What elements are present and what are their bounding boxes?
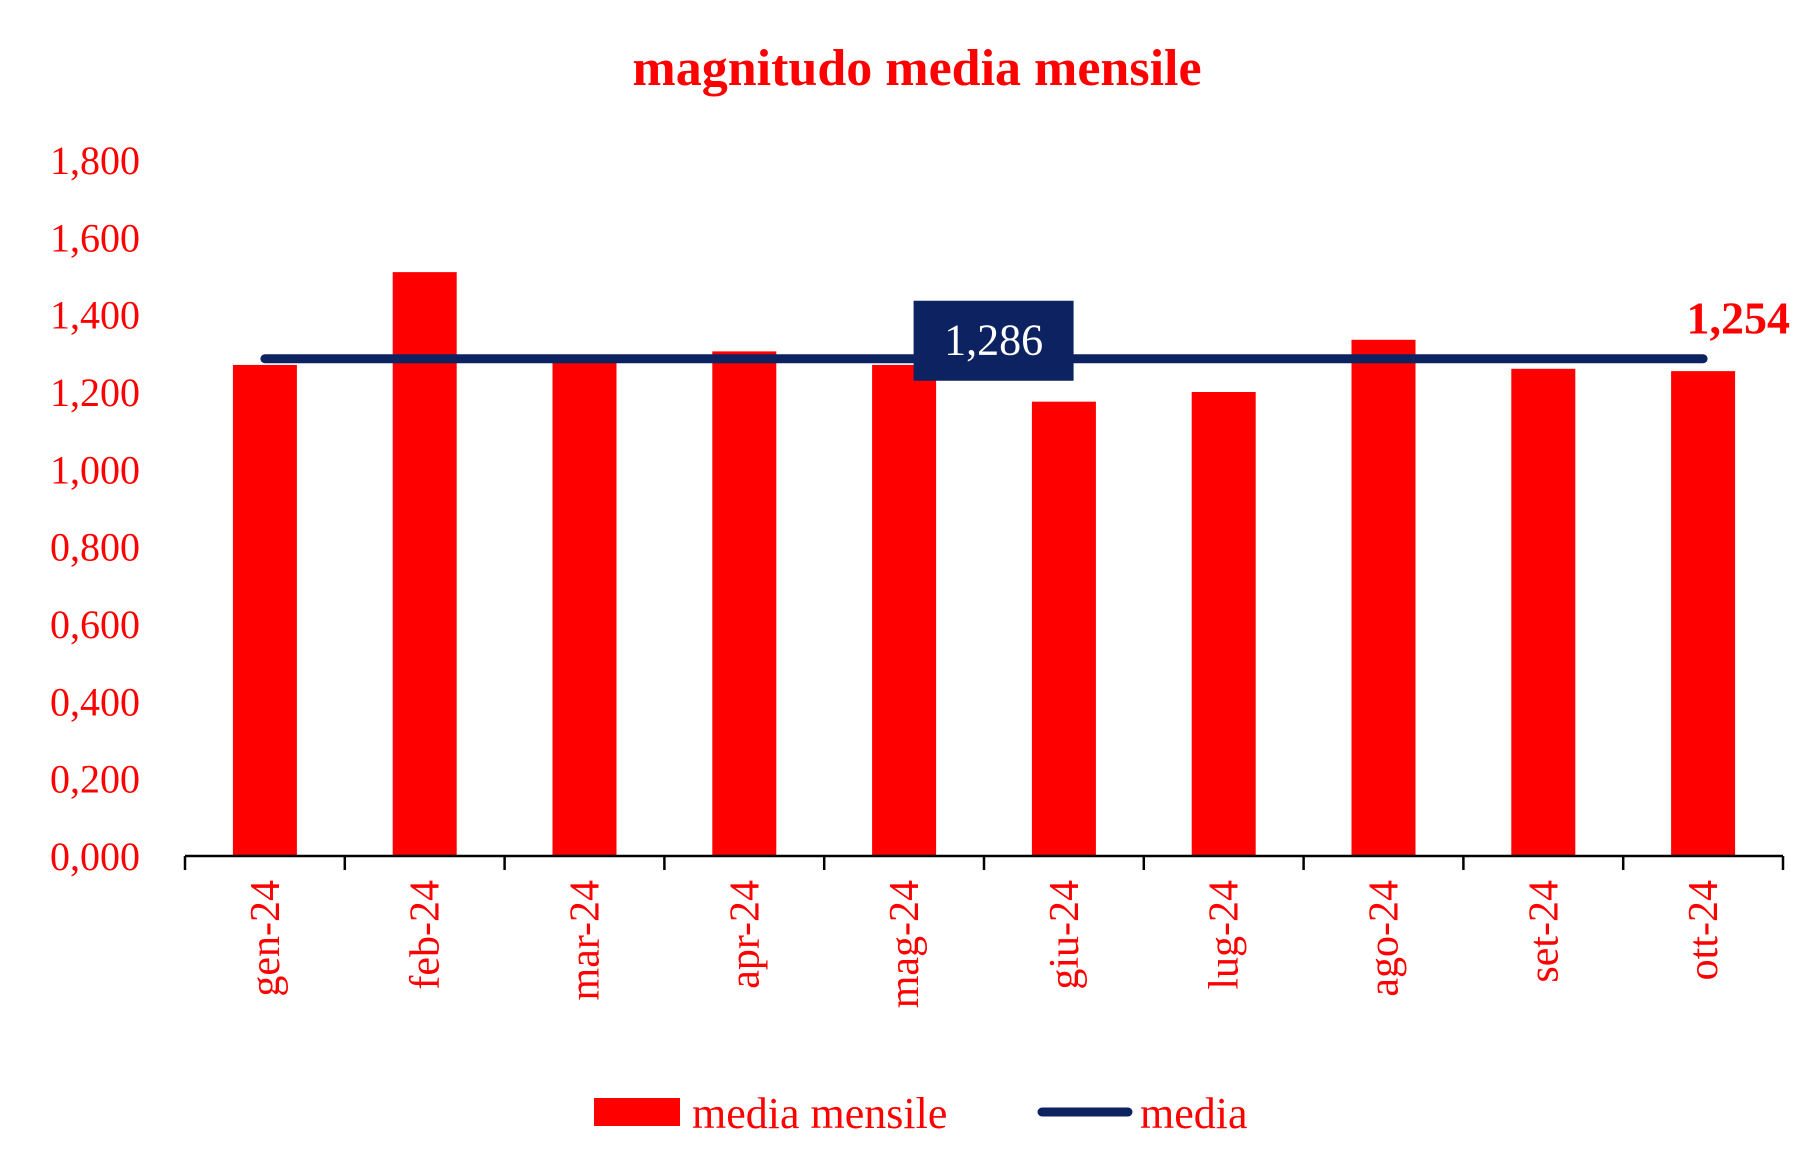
average-label-box: [913, 300, 1074, 381]
x-tick-label: lug-24: [1202, 880, 1248, 990]
y-tick-label: 0,200: [50, 757, 140, 802]
average-line-group: 1,286 1,254: [260, 293, 1791, 381]
bar: [1191, 392, 1256, 856]
y-tick-label: 1,400: [50, 293, 140, 338]
bar: [872, 364, 937, 856]
x-tick-label: feb-24: [403, 880, 449, 990]
x-tick-label: mar-24: [563, 880, 609, 1000]
x-tick-label: mag-24: [882, 880, 928, 1008]
legend-swatch-bar: [594, 1098, 680, 1126]
x-tick-label: set-24: [1521, 880, 1567, 983]
y-tick-label: 0,000: [50, 834, 140, 879]
last-value-label: 1,254: [1687, 293, 1791, 344]
legend-label-line: media: [1140, 1089, 1248, 1138]
x-tick-label: ago-24: [1362, 880, 1408, 997]
x-tick-label: apr-24: [722, 880, 768, 989]
x-axis: [183, 854, 1785, 870]
y-tick-label: 0,800: [50, 525, 140, 570]
bar: [1031, 401, 1096, 856]
x-tick-label: giu-24: [1042, 880, 1088, 990]
bar: [1351, 339, 1416, 856]
bars: [232, 272, 1736, 857]
bar: [552, 361, 617, 856]
chart-title: magnitudo media mensile: [632, 40, 1201, 97]
legend-label-bar: media mensile: [692, 1089, 947, 1138]
y-tick-label: 0,600: [50, 602, 140, 647]
y-tick-label: 1,600: [50, 215, 140, 260]
bar: [392, 272, 457, 857]
x-tick-label: gen-24: [243, 880, 289, 997]
bar: [712, 351, 777, 856]
legend: media mensile media: [594, 1089, 1248, 1138]
bar: [1511, 368, 1576, 856]
x-axis-ticks: gen-24 feb-24 mar-24 apr-24 mag-24 giu-24 lug-…: [243, 880, 1727, 1008]
average-label: 1,286: [944, 316, 1043, 365]
bar: [1671, 371, 1736, 856]
y-tick-label: 0,400: [50, 679, 140, 724]
y-axis-ticks: 0,000 0,200 0,400 0,600 0,800 1,000 1,200 1,400…: [50, 138, 140, 879]
x-tick-label: ott-24: [1681, 880, 1727, 980]
bar: [232, 364, 297, 856]
y-tick-label: 1,800: [50, 138, 140, 183]
y-tick-label: 1,000: [50, 447, 140, 492]
y-tick-label: 1,200: [50, 370, 140, 415]
